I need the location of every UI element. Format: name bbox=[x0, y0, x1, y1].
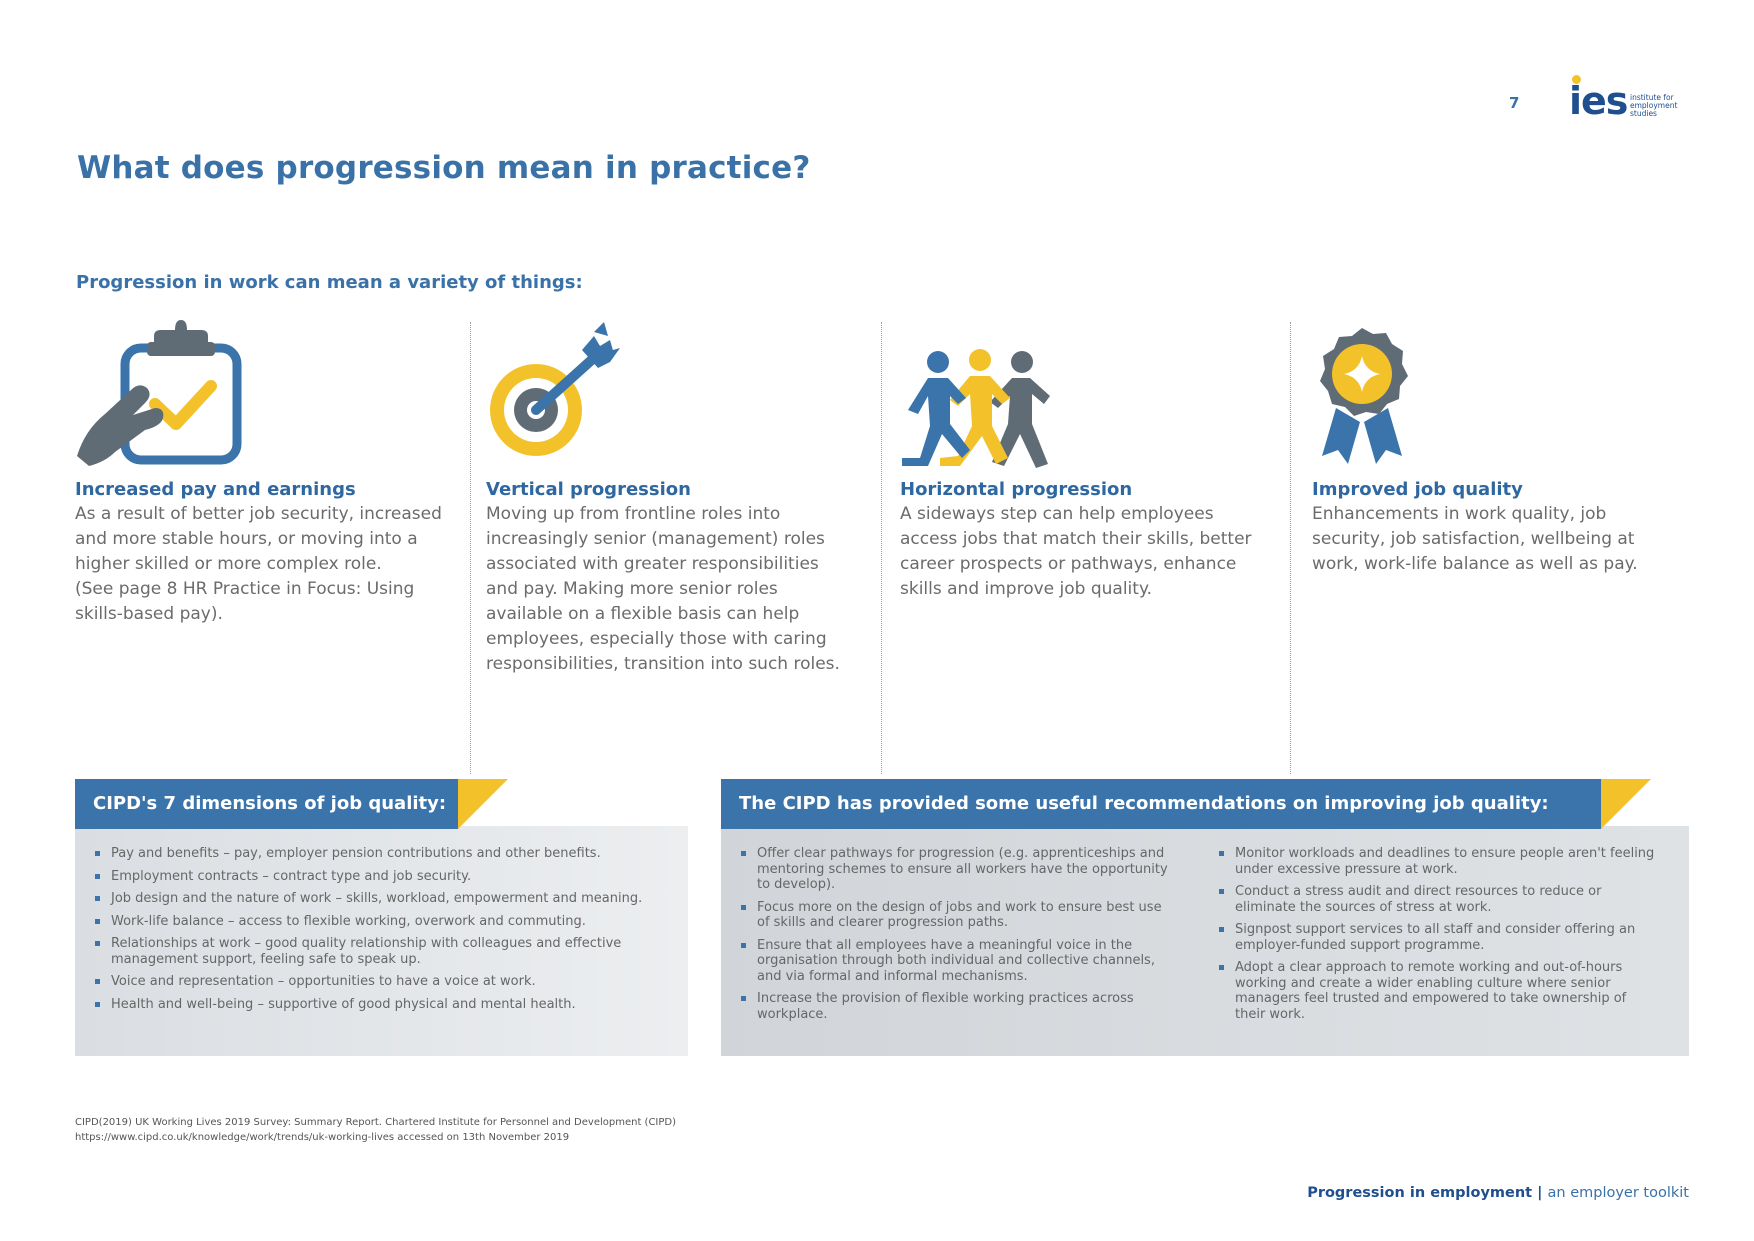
column-paragraph: Moving up from frontline roles into incr… bbox=[486, 504, 840, 674]
list-item: Pay and benefits – pay, employer pension… bbox=[75, 846, 680, 862]
logo-subtitle: institute for employment studies bbox=[1630, 93, 1678, 118]
bullet-icon bbox=[741, 904, 746, 910]
list-item: Employment contracts – contract type and… bbox=[75, 869, 680, 885]
footer-separator: | bbox=[1532, 1185, 1548, 1201]
bullet-icon bbox=[95, 918, 100, 924]
dimensions-box: CIPD's 7 dimensions of job quality: Pay … bbox=[75, 779, 688, 1056]
column-paragraph: (See page 8 HR Practice in Focus: Using … bbox=[75, 579, 415, 624]
column-body: A sideways step can help employees acces… bbox=[900, 502, 1270, 602]
people-running-icon bbox=[900, 318, 1270, 478]
page-number: 7 bbox=[1509, 94, 1520, 112]
column-paragraph: A sideways step can help employees acces… bbox=[900, 504, 1252, 599]
logo-letters: ies bbox=[1569, 79, 1628, 123]
list-item: Conduct a stress audit and direct resour… bbox=[1199, 884, 1659, 915]
column-body: Enhancements in work quality, job securi… bbox=[1312, 502, 1682, 577]
bullet-icon bbox=[95, 941, 100, 946]
list-item: Signpost support services to all staff a… bbox=[1199, 922, 1659, 953]
footer-title: Progression in employment bbox=[1307, 1185, 1533, 1201]
intro-heading: Progression in work can mean a variety o… bbox=[76, 272, 583, 293]
list-item: Job design and the nature of work – skil… bbox=[75, 891, 680, 907]
bullet-icon bbox=[741, 851, 746, 856]
logo-mark: ies bbox=[1569, 75, 1628, 123]
list-item: Work-life balance – access to flexible w… bbox=[75, 914, 680, 930]
bullet-icon bbox=[95, 896, 100, 901]
column-body: Moving up from frontline roles into incr… bbox=[486, 502, 856, 677]
list-item: Voice and representation – opportunities… bbox=[75, 974, 680, 990]
box-background bbox=[721, 826, 1689, 1056]
column-vertical-progression: Vertical progression Moving up from fron… bbox=[486, 318, 856, 677]
bullet-icon bbox=[95, 851, 100, 856]
bullet-icon bbox=[1219, 851, 1224, 856]
bullet-icon bbox=[95, 1001, 100, 1007]
bullet-icon bbox=[1219, 927, 1224, 932]
column-improved-job-quality: Improved job quality Enhancements in wor… bbox=[1312, 318, 1682, 577]
citation-url[interactable]: https://www.cipd.co.uk/knowledge/work/tr… bbox=[75, 1132, 570, 1143]
column-heading: Horizontal progression bbox=[900, 479, 1133, 500]
box-corner-accent bbox=[458, 779, 508, 829]
target-arrow-icon bbox=[486, 318, 856, 478]
column-heading: Improved job quality bbox=[1312, 479, 1523, 500]
list-item: Offer clear pathways for progression (e.… bbox=[721, 846, 1176, 893]
bullet-icon bbox=[741, 996, 746, 1001]
list-item: Adopt a clear approach to remote working… bbox=[1199, 960, 1659, 1022]
bullet-icon bbox=[1219, 889, 1224, 894]
list-item: Focus more on the design of jobs and wor… bbox=[721, 900, 1176, 931]
citation: CIPD(2019) UK Working Lives 2019 Survey:… bbox=[75, 1115, 676, 1145]
column-paragraph: As a result of better job security, incr… bbox=[75, 504, 442, 574]
page-title: What does progression mean in practice? bbox=[77, 150, 811, 186]
dimensions-list: Pay and benefits – pay, employer pension… bbox=[75, 846, 680, 1019]
column-paragraph: Enhancements in work quality, job securi… bbox=[1312, 504, 1638, 574]
box-title: The CIPD has provided some useful recomm… bbox=[721, 779, 1601, 829]
footer: Progression in employment | an employer … bbox=[1307, 1185, 1689, 1201]
bullet-icon bbox=[1219, 965, 1224, 970]
footer-subtitle: an employer toolkit bbox=[1547, 1185, 1689, 1201]
list-item: Relationships at work – good quality rel… bbox=[75, 936, 680, 967]
list-item: Health and well-being – supportive of go… bbox=[75, 997, 680, 1013]
recommendations-box: The CIPD has provided some useful recomm… bbox=[721, 779, 1689, 1056]
logo-dot-icon bbox=[1572, 75, 1581, 84]
column-body: As a result of better job security, incr… bbox=[75, 502, 445, 627]
bullet-icon bbox=[741, 942, 746, 948]
column-horizontal-progression: Horizontal progression A sideways step c… bbox=[900, 318, 1270, 602]
box-background bbox=[75, 826, 688, 1056]
bullet-icon bbox=[95, 873, 100, 879]
list-item: Monitor workloads and deadlines to ensur… bbox=[1199, 846, 1659, 877]
column-divider bbox=[881, 322, 882, 774]
recommendations-list-left: Offer clear pathways for progression (e.… bbox=[721, 846, 1176, 1029]
recommendations-list-right: Monitor workloads and deadlines to ensur… bbox=[1199, 846, 1659, 1029]
award-rosette-icon bbox=[1312, 318, 1682, 478]
column-divider bbox=[1290, 322, 1291, 774]
citation-reference: CIPD(2019) UK Working Lives 2019 Survey:… bbox=[75, 1117, 677, 1128]
box-title: CIPD's 7 dimensions of job quality: bbox=[75, 779, 458, 829]
bullet-icon bbox=[95, 979, 100, 984]
list-item: Increase the provision of flexible worki… bbox=[721, 991, 1176, 1022]
column-pay-earnings: Increased pay and earnings As a result o… bbox=[75, 318, 445, 627]
clipboard-check-icon bbox=[75, 318, 445, 478]
column-divider bbox=[470, 322, 471, 774]
list-item: Ensure that all employees have a meaning… bbox=[721, 938, 1176, 985]
ies-logo: ies institute for employment studies bbox=[1569, 75, 1678, 123]
column-heading: Vertical progression bbox=[486, 479, 691, 500]
column-heading: Increased pay and earnings bbox=[75, 479, 356, 500]
box-corner-accent bbox=[1601, 779, 1651, 829]
